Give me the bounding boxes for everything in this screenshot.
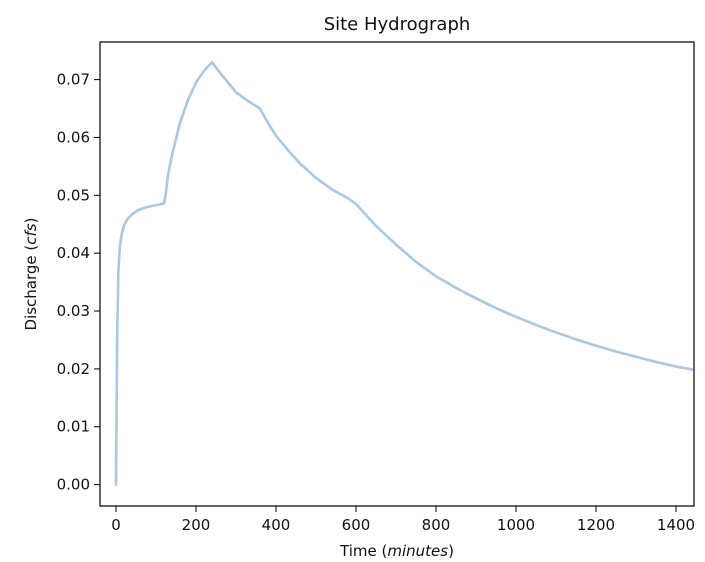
discharge-series-line xyxy=(114,60,694,486)
y-tick-label: 0.07 xyxy=(57,71,90,89)
x-tick-label: 1000 xyxy=(497,516,535,534)
plot-area xyxy=(100,42,694,506)
x-tick-label: 200 xyxy=(182,516,211,534)
x-tick-label: 400 xyxy=(262,516,291,534)
axes-frame xyxy=(99,41,695,507)
y-tick-label: 0.05 xyxy=(57,186,90,204)
x-tick-label: 1200 xyxy=(577,516,615,534)
x-tick-label: 0 xyxy=(111,516,121,534)
y-axis-label: Discharge (cfs) xyxy=(22,218,40,331)
x-tick-label: 600 xyxy=(342,516,371,534)
chart-title: Site Hydrograph xyxy=(324,14,471,35)
x-axis-label: Time (minutes) xyxy=(339,542,454,560)
y-axis-ticks: 0.00 0.01 0.02 0.03 0.04 0.05 0.06 0.07 xyxy=(57,71,100,494)
y-tick-label: 0.01 xyxy=(57,418,90,436)
y-tick-label: 0.02 xyxy=(57,360,90,378)
y-tick-label: 0.04 xyxy=(57,244,90,262)
y-tick-label: 0.00 xyxy=(57,476,90,494)
y-tick-label: 0.06 xyxy=(57,128,90,146)
y-tick-label: 0.03 xyxy=(57,302,90,320)
x-tick-label: 800 xyxy=(422,516,451,534)
x-tick-label: 1400 xyxy=(657,516,695,534)
x-axis-ticks: 0 200 400 600 800 1000 1200 1400 xyxy=(111,506,695,534)
